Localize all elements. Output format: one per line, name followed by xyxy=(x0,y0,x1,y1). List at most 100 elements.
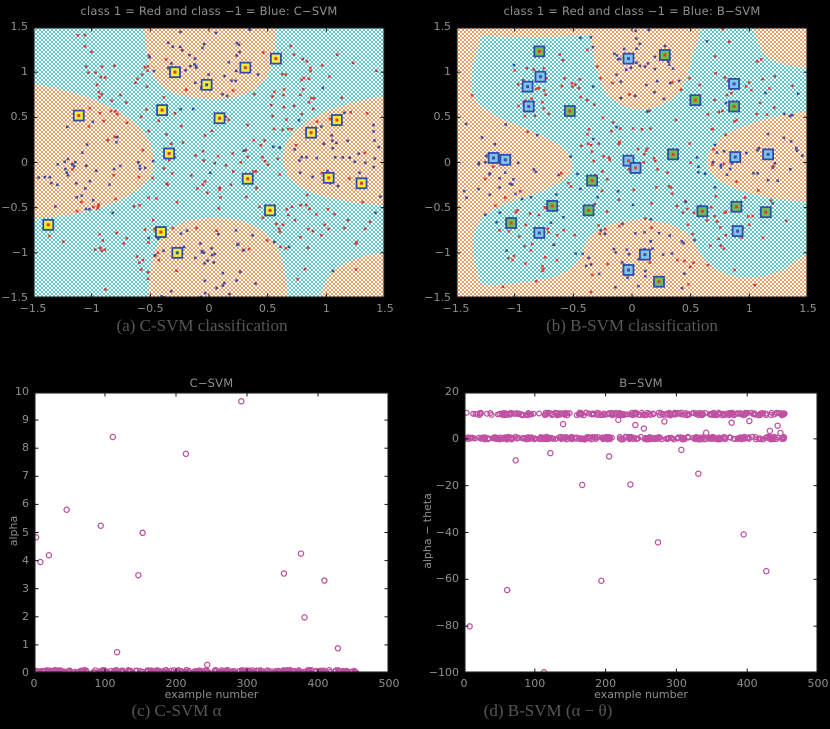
sample-point xyxy=(300,112,304,116)
sample-point xyxy=(331,269,335,273)
support-vector-dot xyxy=(218,116,222,120)
sample-point xyxy=(504,196,507,199)
sample-point xyxy=(721,109,724,113)
sample-point xyxy=(207,73,210,76)
sample-point xyxy=(638,64,642,68)
sample-point xyxy=(234,79,237,83)
band-point xyxy=(735,435,742,442)
sample-point xyxy=(179,232,183,235)
sample-point xyxy=(650,226,653,229)
sample-point xyxy=(579,95,582,99)
sample-point xyxy=(299,93,302,97)
sample-point xyxy=(671,67,675,70)
sample-point xyxy=(153,254,157,257)
sample-point xyxy=(281,72,284,76)
sample-point xyxy=(706,263,710,267)
sample-point xyxy=(689,161,692,164)
data-point xyxy=(109,433,117,441)
sample-point xyxy=(646,62,650,65)
sample-point xyxy=(505,249,508,252)
sample-point xyxy=(97,90,101,94)
sample-point xyxy=(206,191,209,195)
plot-c-ylabel: alpha xyxy=(7,515,20,547)
sample-point xyxy=(719,244,723,247)
sample-point xyxy=(343,226,346,230)
sample-point xyxy=(749,88,753,92)
band-point xyxy=(541,412,548,419)
sample-point xyxy=(591,45,595,49)
sample-point xyxy=(98,95,101,99)
data-point xyxy=(702,429,710,436)
sample-point xyxy=(534,87,538,91)
sample-point xyxy=(151,176,154,180)
y-tick-label: −80 xyxy=(435,619,459,633)
band-point xyxy=(572,435,580,442)
sample-point xyxy=(93,248,97,251)
sample-point xyxy=(213,161,217,165)
sample-point xyxy=(517,104,520,108)
sample-point xyxy=(587,127,591,131)
sample-point xyxy=(542,107,546,110)
sample-point xyxy=(649,239,652,243)
sample-point xyxy=(102,119,105,123)
data-point xyxy=(334,645,342,652)
sample-point xyxy=(147,241,150,244)
sample-point xyxy=(655,79,659,83)
support-vector-dot xyxy=(732,82,736,86)
data-point xyxy=(695,470,702,477)
sample-point xyxy=(614,251,618,254)
sample-point xyxy=(562,216,565,219)
sample-point xyxy=(224,163,228,167)
x-tick-label: 0 xyxy=(205,302,213,315)
sample-point xyxy=(607,156,611,159)
y-tick-label: −100 xyxy=(428,666,459,679)
sample-point xyxy=(328,117,332,121)
sample-point xyxy=(590,273,594,277)
sample-point xyxy=(379,195,382,198)
x-tick-label: 300 xyxy=(665,677,687,690)
sample-point xyxy=(296,278,299,281)
sample-point xyxy=(773,106,776,109)
sample-point xyxy=(252,138,256,142)
sample-point xyxy=(631,127,635,130)
sample-point xyxy=(132,205,136,208)
sample-point xyxy=(529,196,533,199)
sample-point xyxy=(789,140,793,143)
sample-point xyxy=(227,118,231,122)
sample-point xyxy=(237,43,241,46)
sample-point xyxy=(136,161,140,164)
sample-point xyxy=(171,45,175,48)
sample-point xyxy=(643,274,647,278)
sample-point xyxy=(670,192,674,195)
support-vector-dot xyxy=(246,177,250,181)
sample-point xyxy=(627,252,631,256)
sample-point xyxy=(224,115,228,119)
sample-point xyxy=(242,248,246,252)
sample-point xyxy=(541,269,544,273)
sample-point xyxy=(184,69,187,72)
sample-point xyxy=(776,179,779,182)
sample-point xyxy=(759,58,763,61)
sample-point xyxy=(271,145,275,149)
sample-point xyxy=(618,224,621,228)
data-point xyxy=(301,614,308,621)
sample-point xyxy=(521,78,525,82)
support-vector-dot xyxy=(77,114,81,118)
sample-point xyxy=(214,31,218,35)
sample-point xyxy=(577,86,581,90)
y-tick-label: −1 xyxy=(434,245,451,259)
x-tick-label: 1 xyxy=(322,302,330,315)
y-tick-label: 6 xyxy=(22,497,29,511)
sample-point xyxy=(305,193,309,197)
sample-point xyxy=(377,145,381,149)
sample-point xyxy=(554,193,558,196)
sample-point xyxy=(200,249,204,253)
sample-point xyxy=(580,144,583,148)
sample-point xyxy=(190,174,193,177)
y-tick-label: 4 xyxy=(22,553,29,567)
sample-point xyxy=(755,60,759,63)
band-point xyxy=(700,411,707,418)
support-vector-dot xyxy=(643,253,647,257)
sample-point xyxy=(614,285,617,289)
sample-point xyxy=(771,202,775,205)
